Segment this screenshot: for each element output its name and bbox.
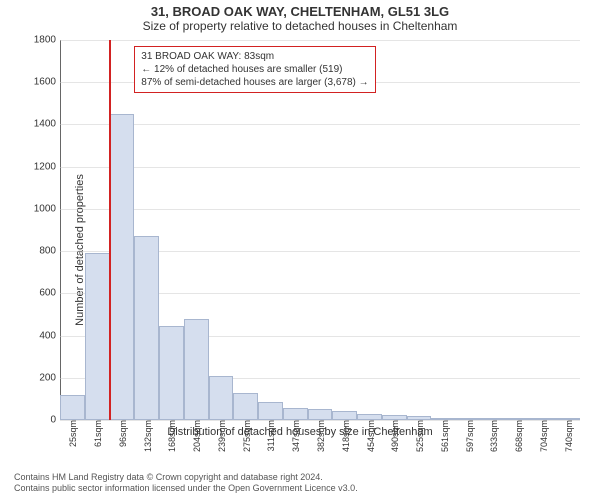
y-axis bbox=[60, 40, 61, 420]
histogram-bar bbox=[110, 114, 135, 420]
property-marker-line bbox=[109, 40, 111, 420]
y-tick-label: 600 bbox=[39, 288, 60, 299]
gridline bbox=[60, 124, 580, 125]
info-line3: 87% of semi-detached houses are larger (… bbox=[141, 76, 368, 89]
x-axis-label: Distribution of detached houses by size … bbox=[0, 426, 600, 438]
gridline bbox=[60, 209, 580, 210]
y-tick-label: 1600 bbox=[34, 77, 60, 88]
y-tick-label: 1800 bbox=[34, 35, 60, 46]
footer-line1: Contains HM Land Registry data © Crown c… bbox=[14, 472, 358, 483]
page-subtitle: Size of property relative to detached ho… bbox=[0, 19, 600, 33]
info-box: 31 BROAD OAK WAY: 83sqm← 12% of detached… bbox=[134, 46, 375, 93]
histogram-bar bbox=[332, 411, 357, 421]
y-tick-label: 800 bbox=[39, 246, 60, 257]
histogram-bar bbox=[85, 253, 110, 420]
histogram-bar bbox=[60, 395, 85, 420]
y-tick-label: 200 bbox=[39, 372, 60, 383]
histogram-bar bbox=[184, 319, 209, 420]
histogram-bar bbox=[209, 376, 234, 420]
gridline bbox=[60, 167, 580, 168]
histogram-bar bbox=[308, 409, 333, 420]
histogram-bar bbox=[134, 236, 159, 420]
chart-area: 02004006008001000120014001600180025sqm61… bbox=[60, 40, 580, 420]
histogram-bar bbox=[233, 393, 258, 420]
histogram-bar bbox=[258, 402, 283, 420]
footer-text: Contains HM Land Registry data © Crown c… bbox=[14, 472, 358, 494]
y-tick-label: 400 bbox=[39, 330, 60, 341]
y-tick-label: 1000 bbox=[34, 203, 60, 214]
footer-line2: Contains public sector information licen… bbox=[14, 483, 358, 494]
y-tick-label: 1200 bbox=[34, 161, 60, 172]
page-title: 31, BROAD OAK WAY, CHELTENHAM, GL51 3LG bbox=[0, 0, 600, 19]
gridline bbox=[60, 40, 580, 41]
info-line1: 31 BROAD OAK WAY: 83sqm bbox=[141, 50, 368, 63]
histogram-bar bbox=[159, 326, 184, 420]
info-line2: ← 12% of detached houses are smaller (51… bbox=[141, 63, 368, 76]
y-tick-label: 0 bbox=[50, 415, 60, 426]
histogram-bar bbox=[283, 408, 308, 420]
y-tick-label: 1400 bbox=[34, 119, 60, 130]
